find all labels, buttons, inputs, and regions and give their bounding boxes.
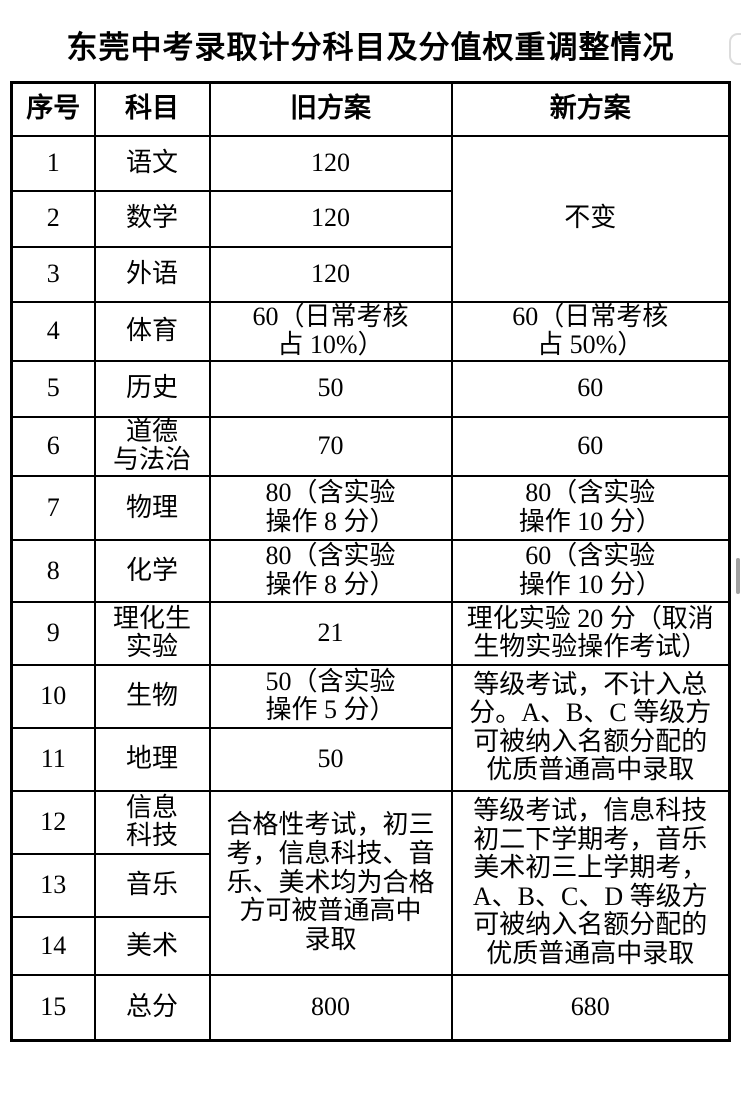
cell-subject: 生物 [93, 663, 211, 729]
cell-seq: 2 [10, 189, 96, 248]
cell-seq: 15 [10, 973, 96, 1042]
header-subject: 科目 [93, 81, 211, 137]
cell-new-plan: 理化实验 20 分（取消 生物实验操作考试） [450, 600, 731, 666]
table-row: 1 语文 120 不变 [10, 134, 731, 303]
table-row: 13 音乐 [10, 852, 730, 918]
cell-subject: 总分 [93, 973, 211, 1042]
header-old-plan: 旧方案 [208, 81, 453, 137]
cell-old-plan: 80（含实验 操作 8 分） [208, 538, 453, 603]
cell-new-plan: 60 [450, 415, 731, 477]
cell-seq: 4 [10, 300, 96, 362]
cell-old-plan: 50 [208, 359, 453, 418]
cell-old-plan-merged: 合格性考试，初三 考，信息科技、音 乐、美术均为合格 方可被普通高中 录取 [208, 789, 453, 976]
table-row: 14 美术 [10, 915, 730, 976]
cell-new-plan: 80（含实验 操作 10 分） [450, 474, 731, 541]
header-new-plan: 新方案 [450, 81, 731, 137]
table-row: 11 地理 50 [10, 726, 730, 792]
cell-seq: 10 [10, 663, 96, 729]
cell-old-plan: 120 [208, 134, 453, 192]
cell-subject: 地理 [93, 726, 211, 792]
cell-old-plan: 21 [208, 600, 453, 666]
cell-subject: 历史 [93, 359, 211, 418]
cell-old-plan: 120 [208, 245, 453, 303]
header-row: 序号 科目 旧方案 新方案 [10, 81, 731, 137]
cell-old-plan: 60（日常考核 占 10%） [208, 300, 453, 362]
table-row: 9 理化生 实验 21 理化实验 20 分（取消 生物实验操作考试） [10, 600, 731, 666]
cell-subject: 语文 [93, 134, 211, 192]
scrollbar-thumb[interactable] [736, 558, 740, 594]
table-row: 5 历史 50 60 [10, 359, 731, 418]
table-row: 3 外语 120 [10, 245, 730, 303]
header-seq: 序号 [10, 81, 96, 137]
cell-new-plan: 60（日常考核 占 50%） [450, 300, 731, 362]
cell-new-plan-merged: 不变 [450, 134, 731, 303]
cell-seq: 14 [10, 915, 96, 976]
cell-seq: 9 [10, 600, 96, 666]
cell-new-plan-merged: 等级考试，信息科技 初二下学期考，音乐 美术初三上学期考， A、B、C、D 等级… [450, 789, 731, 976]
cell-seq: 8 [10, 538, 96, 603]
cell-subject: 音乐 [93, 852, 211, 918]
cell-subject: 美术 [93, 915, 211, 976]
table-row: 10 生物 50（含实验 操作 5 分） 等级考试，不计入总 分。A、B、C 等… [10, 663, 731, 792]
cell-old-plan: 800 [208, 973, 453, 1042]
cell-subject: 体育 [93, 300, 211, 362]
cell-subject: 道德 与法治 [93, 415, 211, 477]
cell-old-plan: 50 [208, 726, 453, 792]
cell-old-plan: 120 [208, 189, 453, 248]
cell-subject: 数学 [93, 189, 211, 248]
table-row: 4 体育 60（日常考核 占 10%） 60（日常考核 占 50%） [10, 300, 731, 362]
table-row: 6 道德 与法治 70 60 [10, 415, 731, 477]
cell-seq: 7 [10, 474, 96, 541]
table-row: 12 信息 科技 合格性考试，初三 考，信息科技、音 乐、美术均为合格 方可被普… [10, 789, 731, 976]
cell-seq: 13 [10, 852, 96, 918]
cell-subject: 化学 [93, 538, 211, 603]
page-title: 东莞中考录取计分科目及分值权重调整情况 [66, 30, 675, 65]
cell-new-plan: 60 [450, 359, 731, 418]
cell-subject: 理化生 实验 [93, 600, 211, 666]
cell-subject: 信息 科技 [93, 789, 211, 855]
cell-new-plan: 680 [450, 973, 731, 1042]
cell-seq: 11 [10, 726, 96, 792]
cell-subject: 外语 [93, 245, 211, 303]
cell-old-plan: 70 [208, 415, 453, 477]
cell-old-plan: 80（含实验 操作 8 分） [208, 474, 453, 541]
cell-seq: 3 [10, 245, 96, 303]
cell-seq: 5 [10, 359, 96, 418]
cell-new-plan-merged: 等级考试，不计入总 分。A、B、C 等级方 可被纳入名额分配的 优质普通高中录取 [450, 663, 731, 792]
cell-old-plan: 50（含实验 操作 5 分） [208, 663, 453, 729]
floating-button-partial[interactable] [729, 33, 741, 65]
table-row: 2 数学 120 [10, 189, 730, 248]
cell-subject: 物理 [93, 474, 211, 541]
cell-seq: 12 [10, 789, 96, 855]
table-row: 8 化学 80（含实验 操作 8 分） 60（含实验 操作 10 分） [10, 538, 731, 603]
table-row: 15 总分 800 680 [10, 973, 731, 1042]
cell-new-plan: 60（含实验 操作 10 分） [450, 538, 731, 603]
cell-seq: 6 [10, 415, 96, 477]
cell-seq: 1 [10, 134, 96, 192]
score-table: 序号 科目 旧方案 新方案 1 语文 120 不变 2 数学 120 3 外语 … [10, 81, 731, 1043]
table-row: 7 物理 80（含实验 操作 8 分） 80（含实验 操作 10 分） [10, 474, 731, 541]
